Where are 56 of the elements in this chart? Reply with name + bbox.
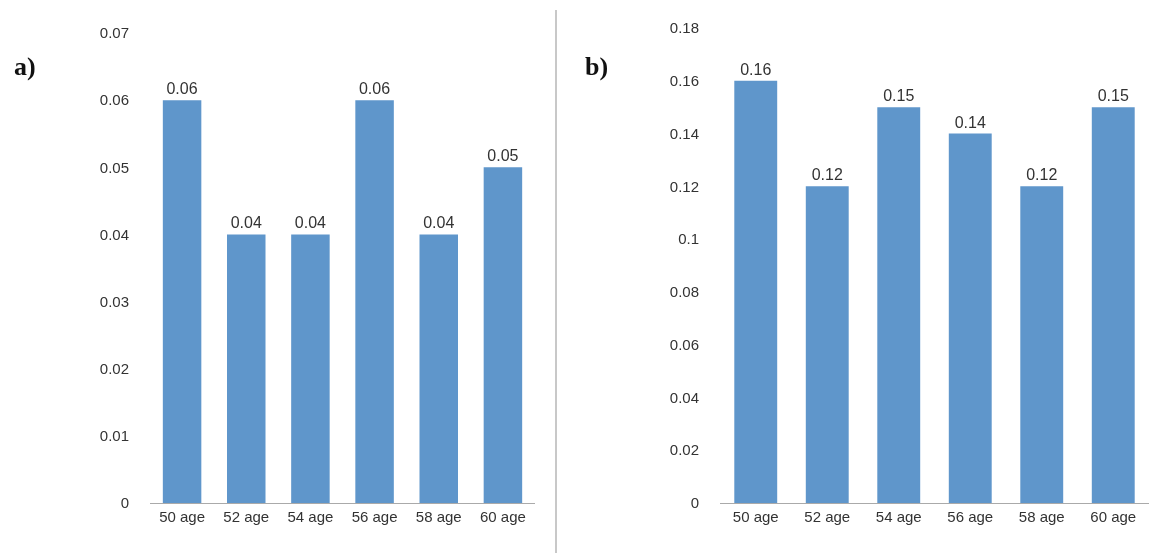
x-tick-label: 50 age xyxy=(159,508,206,525)
data-label: 0.05 xyxy=(487,147,519,165)
text: b) xyxy=(584,52,609,82)
y-tick-label: 0.04 xyxy=(669,388,699,406)
bar xyxy=(355,100,394,503)
data-label: 0.04 xyxy=(423,214,455,232)
y-tick-label: 0.05 xyxy=(99,158,129,176)
y-tick-label: 0.16 xyxy=(669,72,699,90)
x-tick-label: 56 age xyxy=(947,508,994,525)
y-tick-label: 0.02 xyxy=(669,441,699,459)
y-tick-label: 0.1 xyxy=(678,230,699,248)
y-tick-label: 0.06 xyxy=(99,91,129,109)
x-tick-label: 54 age xyxy=(875,508,922,525)
y-tick-label: 0.01 xyxy=(99,427,129,445)
bar xyxy=(1091,107,1135,503)
data-label: 0.04 xyxy=(230,214,262,232)
text: a) xyxy=(13,52,36,82)
y-tick-label: 0.06 xyxy=(669,335,699,353)
x-tick-label: 60 age xyxy=(479,508,526,525)
y-tick-label: 0.18 xyxy=(669,19,699,37)
y-tick-label: 0 xyxy=(690,494,699,512)
x-tick-label: 58 age xyxy=(1018,508,1065,525)
data-label: 0.06 xyxy=(358,80,391,98)
data-label: 0.14 xyxy=(954,113,986,131)
data-label: 0.15 xyxy=(883,87,915,105)
data-label: 0.04 xyxy=(294,214,327,232)
y-tick-label: 0.12 xyxy=(669,177,699,195)
bar xyxy=(227,234,266,503)
y-tick-label: 0.08 xyxy=(669,283,699,301)
bar xyxy=(483,167,523,503)
x-tick-label: 54 age xyxy=(287,508,334,525)
x-tick-label: 52 age xyxy=(804,508,851,525)
bar xyxy=(805,186,849,503)
data-label: 0.15 xyxy=(1097,87,1129,105)
y-tick-label: 0.04 xyxy=(99,225,129,243)
y-tick-label: 0.02 xyxy=(99,359,129,377)
data-label: 0.12 xyxy=(1026,166,1058,184)
x-tick-label: 60 age xyxy=(1090,508,1137,525)
y-tick-label: 0.03 xyxy=(99,292,129,310)
y-tick-label: 0.14 xyxy=(669,124,699,142)
data-label: 0.16 xyxy=(740,60,772,78)
bar xyxy=(877,107,921,503)
x-tick-label: 52 age xyxy=(223,508,270,525)
x-tick-label: 58 age xyxy=(415,508,462,525)
bar xyxy=(734,80,778,503)
data-label: 0.06 xyxy=(166,80,198,98)
bar xyxy=(419,234,458,503)
bar xyxy=(291,234,330,503)
bar xyxy=(162,100,202,503)
bar xyxy=(1020,186,1064,503)
x-tick-label: 56 age xyxy=(351,508,398,525)
bar xyxy=(948,133,992,503)
x-tick-label: 50 age xyxy=(732,508,779,525)
data-label: 0.12 xyxy=(811,166,843,184)
y-tick-label: 0 xyxy=(120,494,129,512)
y-tick-label: 0.07 xyxy=(99,24,129,42)
